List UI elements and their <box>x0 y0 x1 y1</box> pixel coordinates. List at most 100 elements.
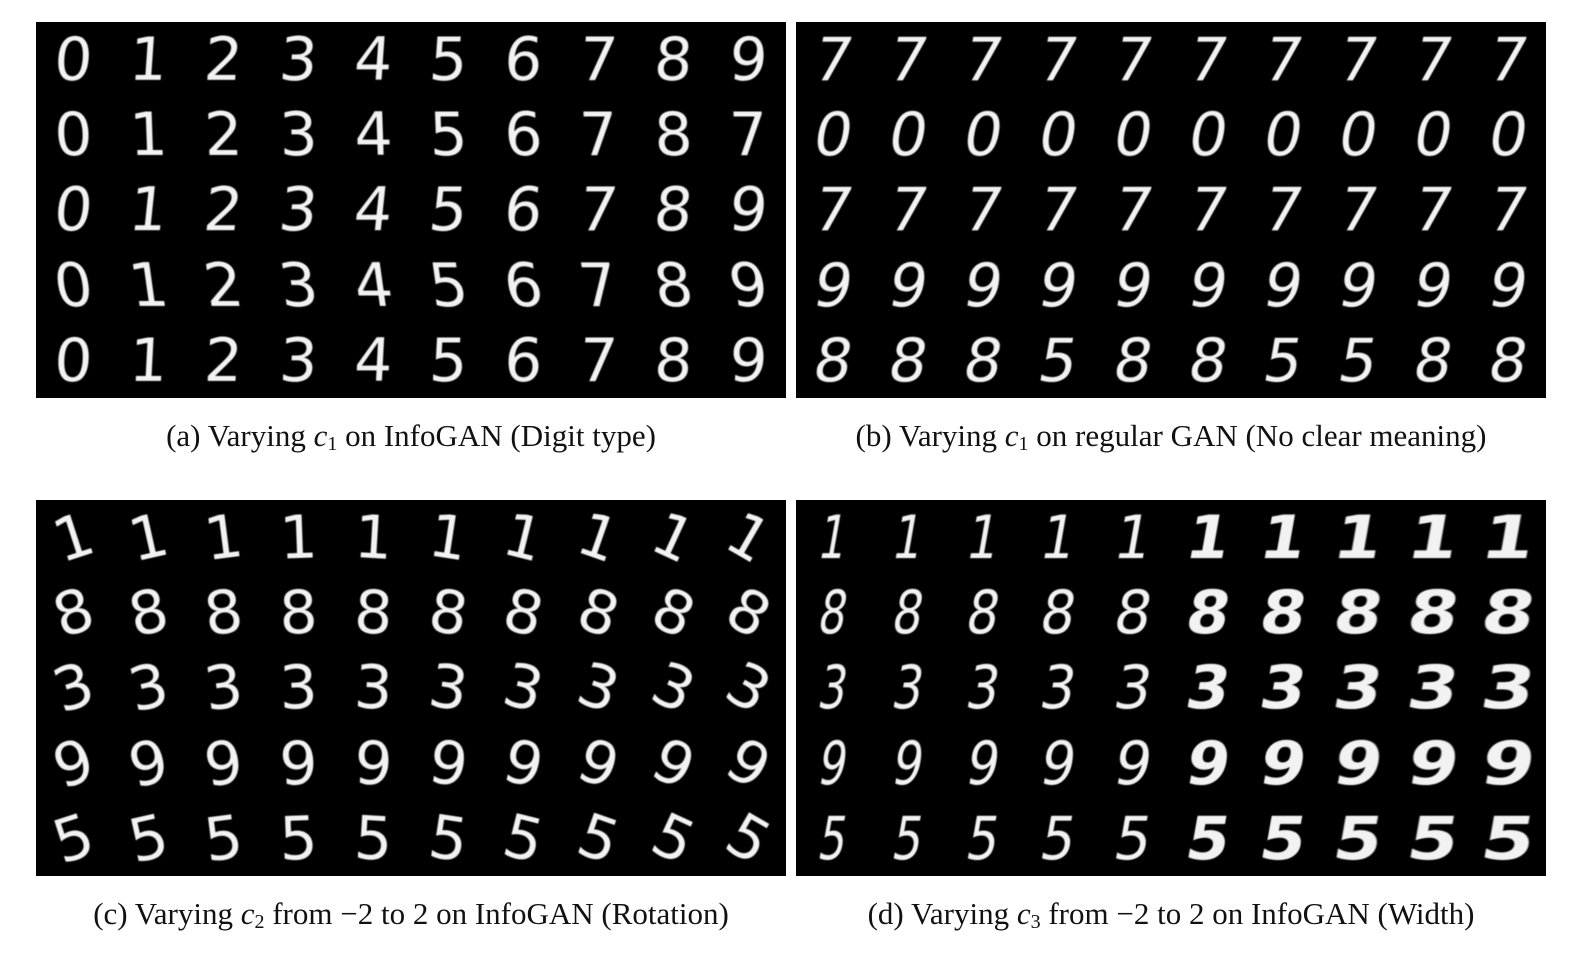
digit-cell: 2 <box>201 24 246 95</box>
caption-text-after: on InfoGAN (Digit type) <box>345 418 656 453</box>
digit-cell: 9 <box>278 727 319 799</box>
digit-cell: 5 <box>424 800 473 876</box>
digit-cell: 8 <box>1109 577 1159 648</box>
digit-cell: 0 <box>1108 99 1159 170</box>
digit-cell: 0 <box>50 174 97 245</box>
digit-cell: 1 <box>128 99 169 170</box>
digit-cell: 5 <box>122 800 175 877</box>
digit-cell: 9 <box>1033 250 1084 321</box>
digit-cell: 2 <box>202 325 245 396</box>
digit-cell: 6 <box>503 99 544 170</box>
digit-cell: 1 <box>200 500 247 575</box>
digit-cell: 5 <box>278 802 319 875</box>
digit-cell: 3 <box>887 652 930 723</box>
digit-cell: 0 <box>53 99 94 170</box>
digit-cell: 9 <box>44 724 103 803</box>
digit-cell: 9 <box>1183 250 1234 321</box>
digit-cell: 9 <box>1408 250 1459 321</box>
digit-cell: 7 <box>1333 174 1384 245</box>
digit-cell: 7 <box>1108 174 1159 245</box>
caption-d: (d) Varying c3 from −2 to 2 on InfoGAN (… <box>796 896 1546 934</box>
digit-cell: 5 <box>1475 803 1542 874</box>
digit-cell: 5 <box>1333 325 1384 396</box>
digit-cell: 9 <box>724 250 773 321</box>
digit-cell: 9 <box>1035 728 1082 799</box>
digit-cell: 7 <box>883 174 934 245</box>
digit-cell: 5 <box>961 803 1006 874</box>
digit-cell: 5 <box>424 250 473 321</box>
digit-cell: 9 <box>1108 250 1159 321</box>
digit-cell: 1 <box>1108 502 1159 573</box>
digit-cell: 1 <box>126 24 171 95</box>
digit-cell: 8 <box>813 577 854 648</box>
digit-cell: 7 <box>578 99 619 170</box>
digit-cell: 2 <box>199 250 248 321</box>
digit-cell: 5 <box>427 325 470 396</box>
digit-cell: 7 <box>808 174 859 245</box>
digit-cell: 9 <box>727 325 770 396</box>
digit-cell: 8 <box>961 577 1006 648</box>
digit-cell: 9 <box>352 727 395 800</box>
digit-cell: 7 <box>1333 24 1384 95</box>
digit-cell: 7 <box>1033 174 1084 245</box>
digit-cell: 7 <box>576 24 621 95</box>
caption-variable: c3 <box>1016 896 1041 933</box>
digit-cell: 8 <box>44 573 103 652</box>
digit-cell: 7 <box>1483 174 1534 245</box>
digit-cell: 7 <box>1033 24 1084 95</box>
digit-cell: 3 <box>496 649 551 727</box>
digit-cell: 1 <box>124 250 173 321</box>
digit-cell: 9 <box>813 728 854 799</box>
digit-cell: 5 <box>887 803 930 874</box>
digit-cell: 9 <box>887 728 930 799</box>
digit-cell: 5 <box>714 798 783 879</box>
digit-cell: 2 <box>203 99 244 170</box>
digit-cell: 5 <box>1108 803 1159 874</box>
digit-cell: 5 <box>496 799 551 877</box>
digit-cell: 9 <box>1483 250 1534 321</box>
caption-variable: c1 <box>1004 418 1029 455</box>
digit-cell: 6 <box>500 174 547 245</box>
digit-cell: 0 <box>883 99 934 170</box>
digit-cell: 8 <box>1183 325 1234 396</box>
digit-cell: 3 <box>352 651 395 725</box>
digit-cell: 3 <box>1475 652 1542 723</box>
digit-cell: 4 <box>352 325 395 396</box>
caption-label: (d) <box>867 896 904 931</box>
digit-cell: 6 <box>501 24 546 95</box>
digit-cell: 3 <box>276 24 321 95</box>
digit-cell: 1 <box>496 499 551 577</box>
digit-cell: 7 <box>1408 24 1459 95</box>
digit-cell: 9 <box>1258 250 1309 321</box>
digit-cell: 6 <box>502 325 545 396</box>
digit-cell: 9 <box>726 24 771 95</box>
digit-cell: 7 <box>1408 174 1459 245</box>
digit-cell: 1 <box>961 502 1006 573</box>
caption-text-after: on regular GAN (No clear meaning) <box>1036 418 1487 453</box>
digit-cell: 1 <box>122 499 175 576</box>
caption-variable: c2 <box>240 896 265 933</box>
digit-cell: 8 <box>1475 577 1542 648</box>
caption-text-after: from −2 to 2 on InfoGAN (Width) <box>1048 896 1475 931</box>
digit-cell: 7 <box>958 174 1009 245</box>
digit-cell: 1 <box>813 502 854 573</box>
digit-cell: 8 <box>496 574 551 652</box>
digit-cell: 0 <box>808 99 859 170</box>
digit-cell: 9 <box>883 250 934 321</box>
digit-cell: 8 <box>650 174 697 245</box>
digit-cell: 8 <box>200 575 247 650</box>
digit-cell: 3 <box>424 650 473 726</box>
digit-cell: 3 <box>44 648 103 728</box>
caption-a: (a) Varying c1 on InfoGAN (Digit type) <box>36 418 786 456</box>
digit-cell: 7 <box>1483 24 1534 95</box>
digit-cell: 7 <box>577 325 620 396</box>
digit-cell: 8 <box>1108 325 1159 396</box>
digit-cell: 5 <box>426 24 471 95</box>
caption-subscript: 1 <box>1018 433 1029 455</box>
caption-text-before: Varying <box>207 418 306 453</box>
digit-cell: 4 <box>351 24 396 95</box>
